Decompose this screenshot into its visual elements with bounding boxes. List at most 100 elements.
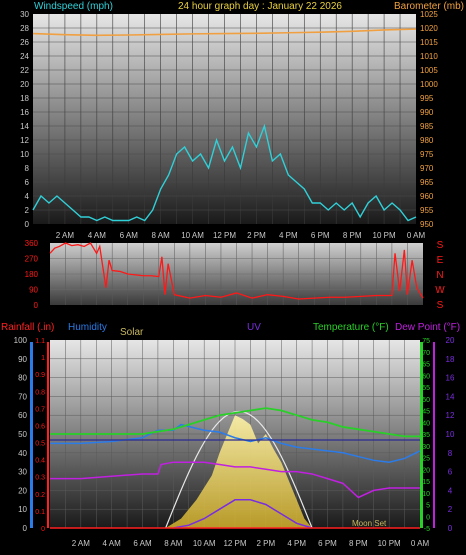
temperature-axis-ticks: -5 0 5 10 15 20 25 30 35 40 45 50 55 60 65 70 75 xyxy=(422,338,430,533)
temperature-tick-label: 40 xyxy=(422,420,430,427)
barometer-tick-label: 960 xyxy=(420,192,434,201)
rainfall-label: Rainfall (.in) xyxy=(1,322,54,333)
rainfall-tick-label: 1.1 xyxy=(35,338,45,345)
uv-tick-label: 12 xyxy=(446,411,455,420)
barometer-tick-label: 970 xyxy=(420,164,434,173)
multi-x-tick-label: 8 AM xyxy=(164,539,183,548)
uv-axis-ticks: 0 2 4 6 8 10 12 14 16 18 20 xyxy=(446,336,455,533)
graph-title: 24 hour graph day : January 22 2026 xyxy=(178,1,342,12)
direction-tick-label: 360 xyxy=(25,239,39,248)
uv-tick-label: 18 xyxy=(446,355,455,364)
temperature-tick-label: 50 xyxy=(422,397,430,404)
windspeed-tick-label: 22 xyxy=(20,66,29,75)
uv-tick-label: 14 xyxy=(446,392,455,401)
multi-x-ticks: 2 AM 4 AM 6 AM 8 AM 10 AM 12 PM 2 PM 4 PM 6 PM 8 … xyxy=(72,539,430,548)
windspeed-tick-label: 4 xyxy=(25,192,30,201)
barometer-tick-label: 975 xyxy=(420,150,434,159)
solar-area-fill xyxy=(165,415,313,528)
compass-label: W xyxy=(435,285,445,296)
wind-baro-x-tick-label: 4 AM xyxy=(88,231,107,240)
humidity-tick-label: 60 xyxy=(18,411,27,420)
windspeed-tick-label: 30 xyxy=(20,10,29,19)
barometer-tick-label: 980 xyxy=(420,136,434,145)
windspeed-tick-label: 28 xyxy=(20,24,29,33)
humidity-tick-label: 80 xyxy=(18,374,27,383)
wind-baro-gridlines xyxy=(33,14,416,224)
windspeed-tick-label: 8 xyxy=(25,164,30,173)
multi-x-tick-label: 6 PM xyxy=(318,539,337,548)
barometer-axis-label: Barometer (mb) xyxy=(394,1,464,12)
windspeed-axis-label: Windspeed (mph) xyxy=(34,1,113,12)
multi-x-tick-label: 4 PM xyxy=(287,539,306,548)
rainfall-tick-label: 0.7 xyxy=(35,406,45,413)
uv-tick-label: 0 xyxy=(448,524,453,533)
windspeed-series-line xyxy=(32,123,417,222)
temperature-tick-label: 30 xyxy=(422,444,430,451)
humidity-tick-label: 50 xyxy=(18,430,27,439)
rainfall-tick-label: 1 xyxy=(41,355,45,362)
temperature-tick-label: 75 xyxy=(422,338,430,345)
rainfall-tick-label: 0.1 xyxy=(35,509,45,516)
barometer-tick-label: 1000 xyxy=(420,80,438,89)
compass-label: S xyxy=(437,300,444,311)
windspeed-tick-label: 18 xyxy=(20,94,29,103)
multi-x-tick-label: 4 AM xyxy=(103,539,122,548)
direction-axis-ticks: 0 90 180 270 360 xyxy=(25,239,39,310)
temperature-tick-label: 35 xyxy=(422,432,430,439)
temperature-label: Temperature (°F) xyxy=(313,322,389,333)
wind-baro-x-tick-label: 8 PM xyxy=(343,231,362,240)
temperature-tick-label: 0 xyxy=(426,514,430,521)
temperature-tick-label: 70 xyxy=(422,350,430,357)
multi-x-tick-label: 8 PM xyxy=(349,539,368,548)
solar-radiation-area xyxy=(165,415,313,528)
wind-baro-x-tick-label: 12 PM xyxy=(213,231,236,240)
humidity-label: Humidity xyxy=(68,322,107,333)
humidity-tick-label: 0 xyxy=(23,524,28,533)
dewpoint-axis-bar xyxy=(433,342,435,528)
multi-x-tick-label: 2 AM xyxy=(72,539,91,548)
wind-baro-x-tick-label: 6 AM xyxy=(120,231,139,240)
multi-x-tick-label: 2 PM xyxy=(256,539,275,548)
temperature-series-line xyxy=(50,407,420,438)
temperature-tick-label: 45 xyxy=(422,409,430,416)
rainfall-tick-label: 0.9 xyxy=(35,372,45,379)
humidity-tick-label: 90 xyxy=(18,355,27,364)
barometer-tick-label: 995 xyxy=(420,94,434,103)
rainfall-tick-label: 0.5 xyxy=(35,441,45,448)
rainfall-axis-bar xyxy=(47,342,49,528)
uv-tick-label: 4 xyxy=(448,486,453,495)
barometer-tick-label: 990 xyxy=(420,108,434,117)
multi-x-tick-label: 6 AM xyxy=(133,539,152,548)
direction-tick-label: 180 xyxy=(25,270,39,279)
humidity-tick-label: 20 xyxy=(18,486,27,495)
solar-label: Solar xyxy=(120,327,144,338)
uv-tick-label: 6 xyxy=(448,468,453,477)
humidity-tick-label: 100 xyxy=(14,336,28,345)
humidity-tick-label: 70 xyxy=(18,392,27,401)
rainfall-axis-ticks: 0 0.1 0.2 0.3 0.4 0.5 0.6 0.7 0.8 0.9 1 1.1 xyxy=(35,338,45,533)
humidity-tick-label: 40 xyxy=(18,449,27,458)
barometer-series-line xyxy=(32,28,417,37)
wind-baro-x-tick-label: 10 AM xyxy=(181,231,204,240)
windspeed-tick-label: 0 xyxy=(25,220,30,229)
wind-direction-series-line xyxy=(49,242,424,300)
rainfall-tick-label: 0.6 xyxy=(35,423,45,430)
temperature-tick-label: 60 xyxy=(422,373,430,380)
dewpoint-label: Dew Point (°F) xyxy=(395,322,460,333)
humidity-axis-ticks: 0 10 20 30 40 50 60 70 80 90 100 xyxy=(14,336,28,533)
humidity-tick-label: 30 xyxy=(18,468,27,477)
wind-baro-x-tick-label: 8 AM xyxy=(152,231,171,240)
temperature-tick-label: 20 xyxy=(422,467,430,474)
temperature-tick-label: 55 xyxy=(422,385,430,392)
uv-tick-label: 20 xyxy=(446,336,455,345)
uv-tick-label: 10 xyxy=(446,430,455,439)
rainfall-tick-label: 0.3 xyxy=(35,475,45,482)
multi-x-tick-label: 10 PM xyxy=(378,539,401,548)
direction-tick-label: 90 xyxy=(29,286,38,295)
barometer-tick-label: 1025 xyxy=(420,10,438,19)
humidity-tick-label: 10 xyxy=(18,505,27,514)
